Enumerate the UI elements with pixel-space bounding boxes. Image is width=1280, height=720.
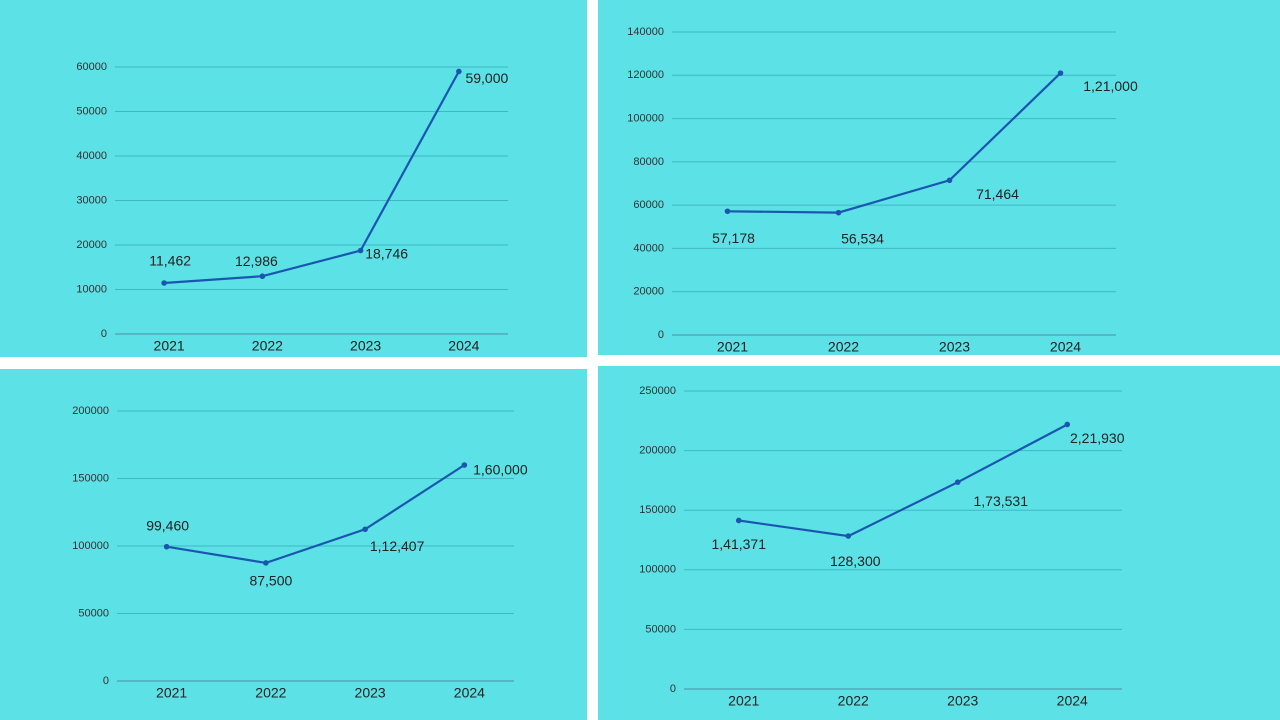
- y-tick-label: 80000: [633, 156, 664, 168]
- point: [835, 209, 842, 216]
- value-label: 71,464: [976, 186, 1019, 202]
- line: [727, 72, 1062, 214]
- line: [738, 423, 1068, 538]
- y-tick-label: 200000: [639, 445, 676, 457]
- value-label: 12,986: [235, 253, 278, 269]
- line: [166, 464, 465, 565]
- point: [259, 273, 266, 280]
- x-tick-label: 2023: [947, 693, 978, 709]
- y-tick-label: 60000: [76, 61, 107, 73]
- x-tick-label: 2022: [252, 338, 283, 354]
- point: [263, 560, 269, 566]
- x-tick-label: 2023: [355, 685, 386, 701]
- x-tick-label: 2022: [828, 339, 859, 355]
- y-tick-label: 150000: [72, 472, 109, 484]
- point: [163, 543, 170, 550]
- panel: [0, 369, 587, 720]
- y-tick-label: 0: [670, 683, 676, 695]
- point: [954, 479, 961, 485]
- value-label: 2,21,930: [1070, 430, 1125, 446]
- y-tick-label: 50000: [78, 607, 109, 619]
- x-tick-label: 2021: [717, 339, 748, 355]
- point: [161, 280, 167, 286]
- value-label: 56,534: [841, 230, 884, 246]
- y-tick-label: 60000: [633, 199, 664, 211]
- y-tick-label: 0: [103, 675, 109, 687]
- value-label: 87,500: [249, 573, 292, 589]
- point: [461, 462, 468, 468]
- y-tick-label: 50000: [645, 623, 676, 635]
- x-tick-label: 2021: [156, 685, 187, 701]
- x-tick-label: 2024: [454, 685, 485, 701]
- y-tick-label: 200000: [72, 405, 109, 417]
- panel: [598, 366, 1280, 720]
- value-label: 1,60,000: [473, 462, 528, 478]
- value-label: 1,12,407: [370, 538, 425, 554]
- y-tick-label: 10000: [76, 283, 107, 295]
- y-tick-label: 40000: [76, 150, 107, 162]
- value-label: 1,41,371: [712, 536, 767, 552]
- y-tick-label: 140000: [627, 26, 664, 38]
- value-label: 59,000: [465, 70, 508, 86]
- point: [357, 247, 364, 254]
- y-tick-label: 20000: [633, 286, 664, 298]
- point: [946, 177, 953, 184]
- y-tick-label: 120000: [627, 69, 664, 81]
- y-tick-label: 0: [101, 328, 107, 340]
- point: [1064, 421, 1071, 428]
- y-tick-label: 150000: [639, 504, 676, 516]
- y-tick-label: 100000: [627, 112, 664, 124]
- x-tick-label: 2024: [448, 338, 479, 354]
- x-tick-label: 2023: [350, 338, 381, 354]
- x-tick-label: 2021: [728, 693, 759, 709]
- value-label: 57,178: [712, 230, 755, 246]
- y-tick-label: 250000: [639, 385, 676, 397]
- x-tick-label: 2022: [838, 693, 869, 709]
- point: [845, 533, 852, 539]
- point: [456, 68, 462, 75]
- y-tick-label: 40000: [633, 242, 664, 254]
- x-tick-label: 2024: [1050, 339, 1081, 355]
- panel: [0, 0, 587, 357]
- value-label: 128,300: [830, 553, 881, 569]
- value-label: 99,460: [146, 517, 189, 533]
- panel: [598, 0, 1280, 355]
- x-tick-label: 2022: [255, 685, 286, 701]
- y-tick-label: 50000: [76, 105, 107, 117]
- y-tick-label: 20000: [76, 239, 107, 251]
- y-tick-label: 0: [658, 329, 664, 341]
- line: [164, 70, 460, 285]
- point: [735, 517, 742, 524]
- y-tick-label: 30000: [76, 194, 107, 206]
- point: [1057, 70, 1064, 76]
- y-tick-label: 100000: [639, 564, 676, 576]
- x-tick-label: 2024: [1057, 693, 1088, 709]
- x-tick-label: 2021: [154, 338, 185, 354]
- y-tick-label: 100000: [72, 540, 109, 552]
- value-label: 18,746: [365, 245, 408, 261]
- x-tick-label: 2023: [939, 339, 970, 355]
- value-label: 1,21,000: [1083, 78, 1138, 94]
- point: [362, 526, 368, 533]
- point: [724, 208, 731, 215]
- value-label: 11,462: [149, 253, 191, 269]
- value-label: 1,73,531: [974, 493, 1029, 509]
